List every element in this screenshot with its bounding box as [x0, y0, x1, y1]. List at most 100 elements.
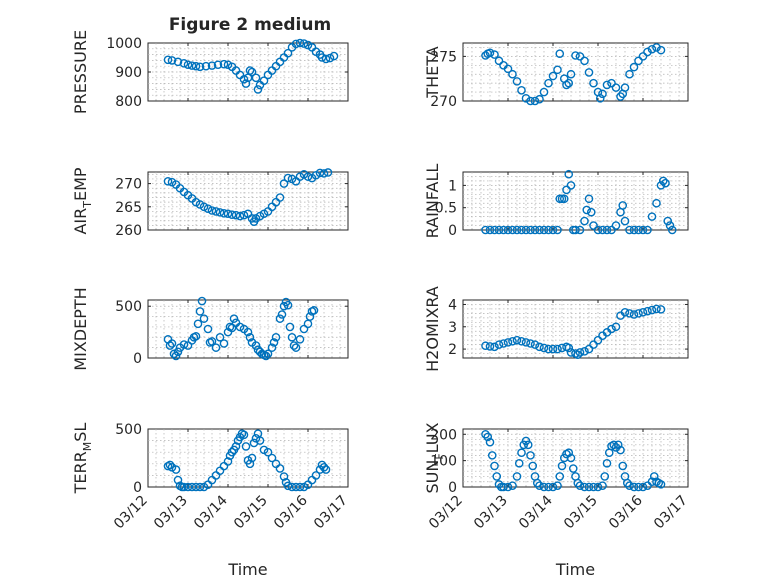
data-point — [241, 79, 251, 88]
figure-title: Figure 2 medium — [169, 15, 331, 35]
data-point — [649, 472, 659, 481]
data-point — [589, 482, 598, 492]
data-point — [526, 225, 535, 235]
data-point — [267, 343, 277, 352]
data-point — [163, 55, 173, 65]
data-point — [652, 198, 661, 208]
data-point — [283, 300, 293, 310]
data-point — [616, 445, 625, 455]
data-point — [303, 172, 313, 181]
data-point — [539, 343, 549, 353]
y-axis-label-part: AIR — [71, 208, 90, 235]
data-point — [241, 442, 251, 451]
data-point — [535, 342, 544, 352]
data-point — [490, 50, 499, 59]
data-point — [309, 306, 319, 315]
data-point — [544, 78, 553, 88]
x-axis-label: Time — [227, 560, 267, 579]
data-point — [263, 349, 273, 359]
data-point — [539, 482, 549, 492]
data-point — [620, 307, 630, 317]
data-point — [197, 296, 207, 306]
data-point — [481, 429, 490, 439]
data-point — [203, 324, 213, 334]
data-point — [535, 481, 544, 490]
data-point — [195, 482, 205, 492]
data-point — [201, 61, 211, 71]
data-point — [207, 61, 217, 70]
x-tick-label: 03/17 — [651, 493, 691, 533]
data-point — [163, 176, 173, 186]
data-point — [191, 482, 201, 492]
data-point — [485, 48, 495, 58]
data-point — [231, 210, 241, 220]
data-point — [227, 323, 237, 333]
data-point — [652, 304, 661, 314]
data-point — [199, 202, 209, 212]
data-point — [271, 332, 281, 342]
data-point — [173, 475, 183, 485]
data-point — [179, 340, 189, 349]
data-point — [193, 319, 203, 329]
y-tick-label: 500 — [115, 299, 142, 315]
data-point — [207, 337, 217, 346]
data-point — [575, 225, 585, 235]
data-point — [548, 71, 558, 81]
y-tick-label: 100 — [430, 454, 457, 470]
data-point — [593, 482, 603, 492]
data-point — [580, 216, 589, 226]
data-point — [589, 340, 598, 349]
data-point — [553, 344, 562, 354]
y-tick-label: 4 — [448, 297, 457, 313]
data-point — [634, 56, 643, 66]
data-point — [661, 178, 670, 188]
data-point — [564, 448, 574, 458]
data-point — [508, 336, 517, 346]
data-point — [566, 181, 576, 190]
data-point — [598, 481, 607, 490]
x-tick-label: 03/16 — [606, 492, 646, 532]
data-point — [562, 80, 571, 90]
x-tick-label: 03/15 — [231, 493, 271, 533]
data-point — [311, 471, 321, 480]
data-point — [616, 92, 625, 101]
data-point — [526, 96, 535, 106]
data-point — [171, 465, 181, 474]
data-point — [215, 208, 225, 217]
y-axis-label-part: SL — [71, 423, 90, 442]
data-point — [223, 457, 233, 466]
data-point — [629, 310, 639, 319]
data-point — [187, 61, 197, 70]
data-point — [279, 301, 289, 311]
data-point — [517, 85, 526, 95]
data-point — [613, 440, 623, 450]
data-point — [566, 69, 576, 79]
data-point — [508, 69, 517, 79]
data-point — [219, 208, 229, 218]
axes-top-left: 800 900 1000 PRESSURE — [71, 30, 349, 114]
data-point — [291, 343, 301, 352]
data-point — [514, 458, 524, 468]
data-point — [229, 314, 239, 323]
data-point — [247, 67, 257, 77]
data-point — [564, 78, 574, 88]
data-point — [173, 57, 183, 67]
data-point — [219, 339, 229, 348]
data-point — [559, 194, 569, 204]
data-point — [607, 225, 616, 235]
y-tick-label: 0.5 — [435, 201, 457, 217]
data-point — [289, 341, 299, 350]
data-point — [251, 341, 261, 350]
data-point — [611, 83, 621, 92]
data-point — [215, 332, 225, 342]
data-point — [580, 482, 589, 492]
data-point — [227, 447, 237, 457]
data-point — [535, 94, 544, 104]
data-point — [647, 44, 657, 54]
data-point — [589, 221, 598, 230]
axes-box — [147, 171, 349, 231]
data-point — [643, 47, 652, 57]
data-point — [277, 310, 287, 319]
data-point — [219, 59, 229, 69]
